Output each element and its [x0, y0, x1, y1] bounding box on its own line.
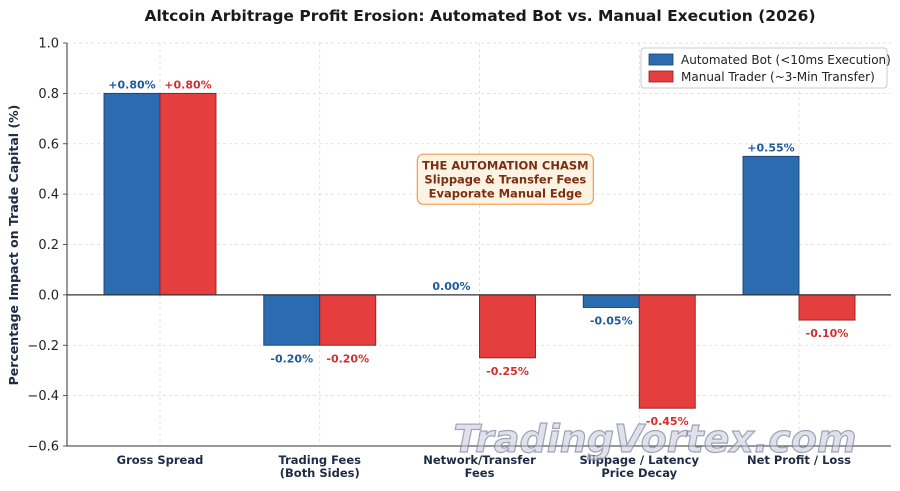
annotation-text: Slippage & Transfer Fees — [424, 172, 586, 186]
watermark-layer: TradingVortex.com — [453, 416, 857, 461]
annotation-text: THE AUTOMATION CHASM — [422, 158, 589, 172]
y-tick-label: −0.4 — [27, 389, 59, 404]
bar-manual-trader — [159, 92, 217, 296]
x-tick-label-line: Network/Transfer — [423, 453, 536, 467]
x-tick-label-line: Price Decay — [601, 466, 677, 480]
annotation-text: Evaporate Manual Edge — [429, 186, 583, 200]
bars-layer — [103, 92, 856, 409]
x-tick-label: Gross Spread — [117, 453, 204, 467]
y-tick-label: 0.4 — [38, 188, 59, 203]
x-tick-label-line: Net Profit / Loss — [747, 453, 851, 467]
watermark-text: TradingVortex.com — [453, 417, 856, 461]
x-tick-label-line: Trading Fees — [279, 453, 362, 467]
bar-manual-trader — [638, 294, 696, 409]
axes-layer: −0.6 −0.4 −0.2 0.0 0.2 0.4 0.6 0.8 1.0 Gross Spre… — [27, 37, 891, 480]
legend-swatch — [648, 70, 674, 83]
legend-box — [640, 47, 888, 89]
x-tick-label-line: (Both Sides) — [280, 466, 360, 480]
legend-entry: Manual Trader (~3-Min Transfer) — [681, 70, 875, 84]
data-label-automated-bot: 0.00% — [432, 280, 470, 293]
bar-automated-bot — [582, 294, 640, 308]
y-tick-label: 0.8 — [38, 87, 59, 102]
data-label-automated-bot: -0.05% — [590, 314, 633, 327]
data-label-manual-trader: +0.80% — [164, 78, 211, 91]
labels-layer: +0.80% -0.20% 0.00% -0.05% +0.55% +0.80% -0.20… — [108, 78, 848, 428]
x-tick-label-line: Fees — [465, 466, 495, 480]
y-tick-label: 0.6 — [38, 137, 59, 152]
x-tick-label-line: Slippage / Latency — [579, 453, 699, 467]
bar-manual-trader — [798, 294, 856, 321]
y-tick-label: −0.6 — [27, 440, 59, 455]
bar-automated-bot — [263, 294, 321, 346]
data-label-manual-trader: -0.20% — [326, 352, 369, 365]
data-label-manual-trader: -0.45% — [646, 415, 689, 428]
x-tick-label: Net Profit / Loss — [747, 453, 851, 467]
bar-manual-trader — [479, 294, 536, 359]
y-tick-label: 1.0 — [38, 37, 59, 52]
data-label-automated-bot: +0.55% — [747, 141, 794, 154]
x-tick-label: Network/Transfer Fees — [423, 453, 536, 480]
y-tick-label: 0.2 — [38, 238, 59, 253]
y-axis-label: Percentage Impact on Trade Capital (%) — [6, 105, 21, 386]
data-label-automated-bot: -0.20% — [270, 352, 313, 365]
y-tick-label: 0.0 — [38, 288, 59, 303]
data-label-manual-trader: -0.25% — [486, 365, 529, 378]
x-tick-label: Slippage / Latency Price Decay — [579, 453, 699, 480]
x-tick-label-line: Gross Spread — [117, 453, 204, 467]
legend-entry: Automated Bot (<10ms Execution) — [681, 53, 891, 67]
x-tick-label: Trading Fees (Both Sides) — [279, 453, 362, 480]
y-tick-label: −0.2 — [27, 339, 59, 354]
bar-automated-bot — [742, 155, 800, 296]
data-label-manual-trader: -0.10% — [806, 327, 849, 340]
bar-automated-bot — [103, 92, 161, 296]
legend: Automated Bot (<10ms Execution) Manual Tr… — [640, 47, 891, 89]
data-label-automated-bot: +0.80% — [108, 78, 155, 91]
chart-title: Altcoin Arbitrage Profit Erosion: Automa… — [144, 7, 815, 25]
legend-swatch — [648, 53, 674, 66]
annotation-box — [416, 153, 595, 205]
bar-manual-trader — [319, 294, 377, 346]
